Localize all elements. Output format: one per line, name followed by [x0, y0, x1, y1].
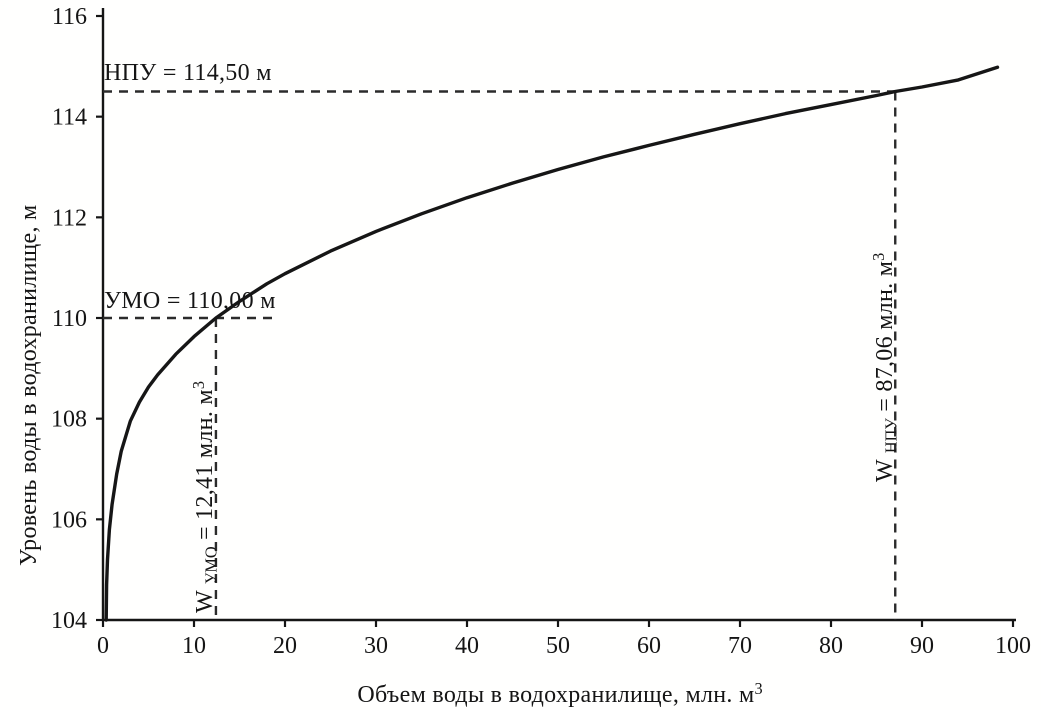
- y-tick-label: 116: [52, 4, 87, 30]
- x-axis-title: Объем воды в водохранилище, млн. м3: [280, 676, 840, 708]
- w-umo-volume-annotation: W УМО = 12,41 млн. м3: [186, 381, 225, 613]
- w-umo-value: = 12,41 млн. м: [192, 389, 219, 547]
- w-umo-superscript: 3: [189, 380, 208, 390]
- x-tick-label: 100: [995, 633, 1031, 659]
- x-tick-label: 30: [364, 633, 388, 659]
- x-tick-label: 0: [97, 633, 109, 659]
- w-npu-volume-annotation: W НПУ = 87,06 млн. м3: [866, 253, 905, 482]
- x-tick-label: 50: [546, 633, 570, 659]
- y-tick-label: 106: [51, 507, 87, 533]
- x-tick-label: 40: [455, 633, 479, 659]
- y-tick-label: 114: [52, 105, 87, 131]
- npu-level-annotation: НПУ = 114,50 м: [104, 60, 272, 86]
- x-tick-label: 20: [273, 633, 297, 659]
- umo-level-annotation: УМО = 110,00 м: [104, 288, 276, 314]
- y-tick-label: 108: [51, 407, 87, 433]
- x-axis-title-superscript: 3: [754, 679, 763, 698]
- x-tick-label: 90: [910, 633, 934, 659]
- y-axis-title: Уровень воды в водохранилище, м: [16, 204, 42, 566]
- x-tick-label: 70: [728, 633, 752, 659]
- x-tick-label: 60: [637, 633, 661, 659]
- x-axis-title-text: Объем воды в водохранилище, млн. м: [357, 682, 755, 709]
- w-npu-subscript: НПУ: [881, 418, 901, 454]
- y-tick-label: 112: [52, 205, 87, 231]
- x-tick-label: 80: [819, 633, 843, 659]
- w-npu-symbol: W: [872, 453, 899, 482]
- x-tick-label: 10: [182, 633, 206, 659]
- w-npu-value: = 87,06 млн. м: [872, 260, 899, 419]
- reservoir-volume-level-curve: [104, 65, 1000, 622]
- y-tick-label: 110: [52, 306, 87, 332]
- w-umo-symbol: W: [192, 584, 219, 613]
- w-umo-subscript: УМО: [201, 546, 221, 585]
- w-npu-superscript: 3: [869, 252, 888, 261]
- y-tick-label: 104: [51, 608, 87, 634]
